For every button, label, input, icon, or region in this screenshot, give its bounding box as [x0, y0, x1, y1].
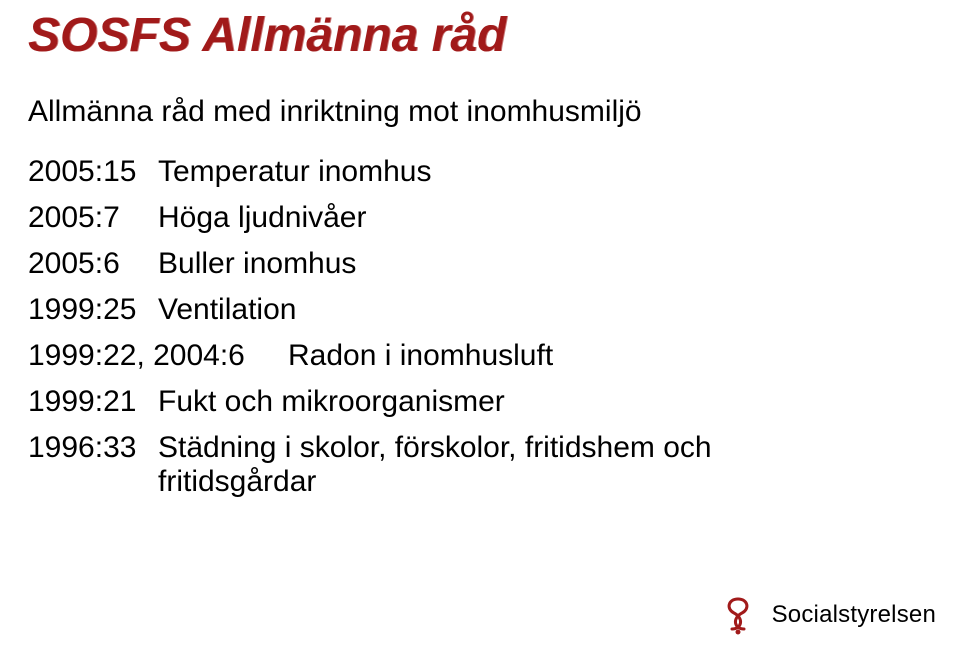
item-label: Radon i inomhusluft: [288, 339, 828, 373]
item-code: 2005:6: [28, 247, 158, 281]
list-item: 1999:25Ventilation: [28, 293, 828, 327]
slide-title: SOSFS Allmänna råd: [28, 8, 506, 63]
list-item: 2005:7Höga ljudnivåer: [28, 201, 828, 235]
item-label: Buller inomhus: [158, 247, 828, 281]
items-list: 2005:15Temperatur inomhus2005:7Höga ljud…: [28, 155, 828, 511]
list-item: 2005:15Temperatur inomhus: [28, 155, 828, 189]
slide-subtitle: Allmänna råd med inriktning mot inomhusm…: [28, 95, 642, 129]
socialstyrelsen-logo-icon: [716, 593, 760, 637]
item-code: 1999:22, 2004:6: [28, 339, 288, 373]
list-item: 1999:22, 2004:6Radon i inomhusluft: [28, 339, 828, 373]
item-code: 1999:21: [28, 385, 158, 419]
footer: Socialstyrelsen: [716, 593, 936, 637]
item-label: Städning i skolor, förskolor, fritidshem…: [158, 431, 828, 499]
list-item: 1999:21Fukt och mikroorganismer: [28, 385, 828, 419]
item-label: Temperatur inomhus: [158, 155, 828, 189]
item-label: Höga ljudnivåer: [158, 201, 828, 235]
item-label: Fukt och mikroorganismer: [158, 385, 828, 419]
item-code: 2005:15: [28, 155, 158, 189]
item-code: 1996:33: [28, 431, 158, 465]
list-item: 1996:33Städning i skolor, förskolor, fri…: [28, 431, 828, 499]
footer-org-name: Socialstyrelsen: [772, 601, 936, 629]
item-code: 1999:25: [28, 293, 158, 327]
item-label: Ventilation: [158, 293, 828, 327]
item-code: 2005:7: [28, 201, 158, 235]
list-item: 2005:6Buller inomhus: [28, 247, 828, 281]
